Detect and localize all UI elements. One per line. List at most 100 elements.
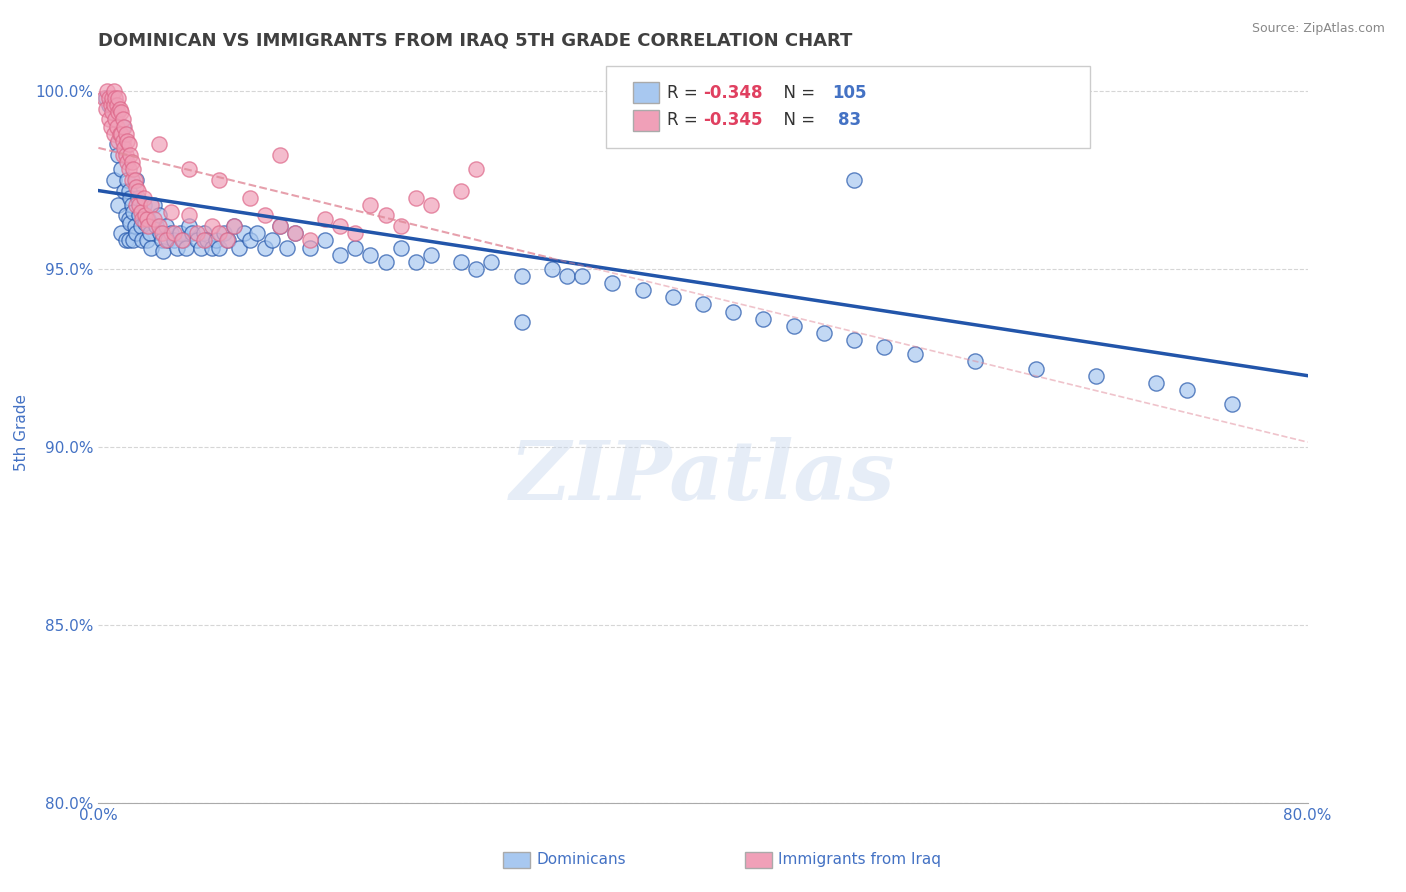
Point <box>208 173 231 187</box>
Point <box>125 198 148 212</box>
Point <box>299 234 322 248</box>
Point <box>246 227 269 241</box>
Point <box>104 112 127 127</box>
Point <box>134 209 156 223</box>
Text: ZIPatlas: ZIPatlas <box>510 437 896 517</box>
Point <box>107 134 129 148</box>
Point <box>127 184 149 198</box>
Point <box>179 219 201 234</box>
Text: N =: N = <box>773 112 821 129</box>
Point <box>107 198 129 212</box>
Point <box>105 120 128 134</box>
Point <box>115 155 138 169</box>
Point <box>121 155 143 169</box>
Text: N =: N = <box>773 84 821 102</box>
Point <box>122 162 145 177</box>
Point <box>284 227 307 241</box>
Point <box>129 205 152 219</box>
Point <box>148 209 170 223</box>
Point <box>155 219 177 234</box>
Point <box>465 162 488 177</box>
Point <box>212 227 235 241</box>
Bar <box>633 82 659 103</box>
Point <box>344 241 367 255</box>
Point <box>141 241 163 255</box>
Point <box>125 227 148 241</box>
Point <box>179 209 201 223</box>
Point <box>143 198 166 212</box>
Point <box>873 340 896 354</box>
Point <box>195 234 218 248</box>
Point <box>510 268 533 283</box>
Point <box>93 91 115 105</box>
Point <box>166 241 188 255</box>
Point <box>110 227 132 241</box>
Point <box>193 227 215 241</box>
Point <box>111 134 134 148</box>
Point <box>96 84 118 98</box>
Point <box>120 191 142 205</box>
Point <box>344 227 367 241</box>
Point <box>148 219 170 234</box>
Point <box>217 234 239 248</box>
Point <box>540 261 562 276</box>
Point <box>269 148 291 162</box>
Point <box>108 127 131 141</box>
Point <box>783 318 806 333</box>
Point <box>148 137 170 152</box>
Point <box>103 105 125 120</box>
Point <box>389 219 412 234</box>
Point <box>120 216 142 230</box>
Point <box>141 198 163 212</box>
Point <box>114 148 136 162</box>
Point <box>155 234 177 248</box>
Point <box>170 234 193 248</box>
Point <box>110 162 132 177</box>
Point <box>813 326 835 340</box>
Point <box>131 234 153 248</box>
Point <box>1144 376 1167 390</box>
Point <box>262 234 284 248</box>
FancyBboxPatch shape <box>606 66 1090 147</box>
Point <box>131 212 153 227</box>
Point <box>132 191 155 205</box>
Point <box>120 148 142 162</box>
Point <box>253 209 276 223</box>
Point <box>103 173 125 187</box>
Point <box>329 219 352 234</box>
Point <box>163 234 186 248</box>
Point <box>193 234 215 248</box>
Point <box>186 234 208 248</box>
Point <box>661 290 683 304</box>
Point <box>128 209 150 223</box>
Point <box>156 234 179 248</box>
Y-axis label: 5th Grade: 5th Grade <box>14 394 28 471</box>
Point <box>965 354 987 368</box>
Point <box>118 212 141 227</box>
Point <box>112 120 135 134</box>
Point <box>114 209 136 223</box>
Point <box>135 234 157 248</box>
Point <box>121 198 143 212</box>
Point <box>420 198 443 212</box>
Bar <box>745 852 772 868</box>
Point <box>253 241 276 255</box>
Point <box>692 297 714 311</box>
Point <box>555 268 578 283</box>
Text: R =: R = <box>666 84 703 102</box>
Point <box>114 127 136 141</box>
Point <box>571 268 593 283</box>
Point <box>111 112 134 127</box>
Point <box>132 198 155 212</box>
Point <box>163 227 186 241</box>
Point <box>115 173 138 187</box>
Point <box>160 227 183 241</box>
Point <box>98 98 121 112</box>
Point <box>121 173 143 187</box>
Point <box>329 247 352 261</box>
Bar <box>503 852 530 868</box>
Point <box>450 184 472 198</box>
Point <box>1220 397 1243 411</box>
Point <box>160 205 183 219</box>
Point <box>145 219 167 234</box>
